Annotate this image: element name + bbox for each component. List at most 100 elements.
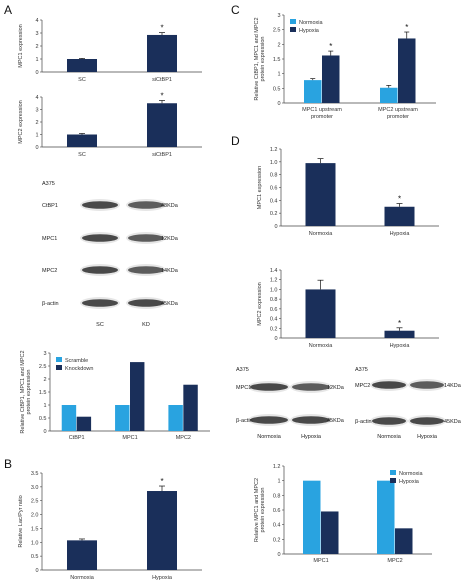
blot-band <box>128 234 164 242</box>
y-tick-label: 0.8 <box>270 173 278 179</box>
blot-band <box>410 381 444 389</box>
blot-band-halo <box>370 415 408 427</box>
bar-normoxia-0 <box>303 480 321 554</box>
blot-band-halo <box>80 264 120 276</box>
panel-letter-d: D <box>231 134 240 148</box>
x-tick-label: SC <box>78 152 86 158</box>
blot-band-halo <box>80 297 120 309</box>
blot-band <box>82 201 118 209</box>
y-axis-label: Relative CtBP1, MPC1 and MPC2 <box>254 17 260 100</box>
bar-hypoxia-0 <box>322 55 340 103</box>
blot-cell-line: A375 <box>42 181 55 187</box>
blot-row-label: MPC2 <box>42 268 57 274</box>
y-tick-label: 0 <box>277 101 280 107</box>
y-tick-label: 0.2 <box>270 326 278 332</box>
chart-d3: 0 0.2 0.4 0.6 0.8 1 1.2 Relative MPC1 and MPC2 p… <box>254 464 432 564</box>
x-tick-label: MPC2 upstream <box>378 107 418 113</box>
y-tick-label: 0.8 <box>273 493 281 499</box>
bar-1 <box>147 491 177 570</box>
y-axis-label: Relative Lac/Pyr ratio <box>18 495 24 547</box>
y-axis-label: MPC2 expression <box>18 100 24 143</box>
legend-swatch <box>56 357 62 362</box>
legend-label: Hypoxia <box>299 28 320 34</box>
panel-letter-c: C <box>231 3 240 17</box>
y-tick-label: 2.5 <box>39 364 47 370</box>
blot-band <box>128 201 164 209</box>
blot-band-halo <box>80 232 120 244</box>
y-tick-label: 0.4 <box>270 198 278 204</box>
y-tick-label: 1 <box>277 479 280 485</box>
blot-band <box>410 417 444 425</box>
panel-letter-b: B <box>4 457 12 471</box>
x-tick-label: siCtBP1 <box>152 152 172 158</box>
western-blot-d1: A375 MPC1 12KDa β-actin 45KDa Normoxia Hypoxia <box>236 367 345 440</box>
bar-knockdown-0 <box>76 416 92 431</box>
blot-band-halo <box>290 414 332 426</box>
blot-lane-label: Hypoxia <box>417 434 438 440</box>
legend-label: Scramble <box>65 358 88 364</box>
y-tick-label: 1.5 <box>31 526 39 532</box>
significance-star: * <box>160 92 163 101</box>
y-axis-label: protein expression <box>260 37 266 82</box>
legend-label: Knockdown <box>65 366 93 372</box>
blot-lane-label: Normoxia <box>257 434 281 440</box>
blot-band <box>82 234 118 242</box>
blot-band <box>128 299 164 307</box>
bar-normoxia-0 <box>304 80 322 103</box>
x-tick-label: MPC2 <box>387 558 402 564</box>
blot-band-halo <box>248 414 290 426</box>
x-tick-label: siCtBP1 <box>152 77 172 83</box>
blot-band-halo <box>290 381 332 393</box>
y-axis-label: protein expression <box>26 370 32 415</box>
y-tick-label: 1.2 <box>270 278 278 284</box>
bar-0 <box>305 289 336 338</box>
y-tick-label: 3.5 <box>31 471 39 477</box>
chart-b: 0 0.5 1.0 1.5 2.0 2.5 3.0 3.5 Relative Lac/Pyr r… <box>18 471 202 581</box>
bar-0 <box>67 59 97 72</box>
western-blot-a: A375 CtBP1 48KDa MPC1 12KDa MPC2 14KDa β-actin 4… <box>42 181 179 328</box>
legend-swatch <box>56 365 62 370</box>
blot-size-label: 12KDa <box>327 385 345 391</box>
significance-star: * <box>405 23 408 32</box>
bar-scramble-0 <box>61 405 77 431</box>
blot-lane-label: KD <box>142 322 150 328</box>
blot-size-label: 14KDa <box>444 383 462 389</box>
x-tick-label: SC <box>78 77 86 83</box>
bar-scramble-2 <box>168 405 183 431</box>
blot-row-label: MPC1 <box>236 385 251 391</box>
y-axis-label: MPC2 expression <box>257 282 263 325</box>
legend-swatch <box>290 27 296 32</box>
y-tick-label: 2 <box>35 120 38 126</box>
chart-c: 0 0.5 1 1.5 2 2.5 3 Relative CtBP1, MPC1 and MP… <box>254 13 436 120</box>
y-axis-label: Relative MPC1 and MPC2 <box>254 478 260 542</box>
x-tick-label: MPC1 <box>122 435 137 441</box>
legend-label: Hypoxia <box>399 479 420 485</box>
significance-star: * <box>160 24 163 33</box>
y-tick-label: 0 <box>274 336 277 342</box>
blot-band <box>250 383 288 391</box>
chart-d2: 0 0.2 0.4 0.6 0.8 1.0 1.2 1.4 MPC2 expression Nor… <box>257 268 439 349</box>
y-tick-label: 3 <box>277 13 280 19</box>
panel-letter-a: A <box>4 3 12 17</box>
significance-star: * <box>329 42 332 51</box>
blot-band <box>372 381 406 389</box>
blot-band <box>372 417 406 425</box>
y-axis-label: protein expression <box>260 488 266 533</box>
y-tick-label: 3.0 <box>31 485 39 491</box>
blot-size-label: 45KDa <box>161 301 179 307</box>
bar-scramble-1 <box>115 405 130 431</box>
significance-star: * <box>160 477 163 486</box>
blot-band-halo <box>370 379 408 391</box>
x-tick-label: MPC1 upstream <box>302 107 342 113</box>
y-tick-label: 1.2 <box>270 147 278 153</box>
blot-band <box>292 416 330 424</box>
y-tick-label: 2.5 <box>273 28 281 34</box>
y-tick-label: 3 <box>35 31 38 37</box>
y-tick-label: 0.6 <box>270 307 278 313</box>
blot-row-label: β-actin <box>236 418 253 424</box>
bar-knockdown-1 <box>130 362 145 431</box>
y-tick-label: 3 <box>43 351 46 357</box>
y-tick-label: 1 <box>35 57 38 63</box>
blot-band-halo <box>408 415 446 427</box>
